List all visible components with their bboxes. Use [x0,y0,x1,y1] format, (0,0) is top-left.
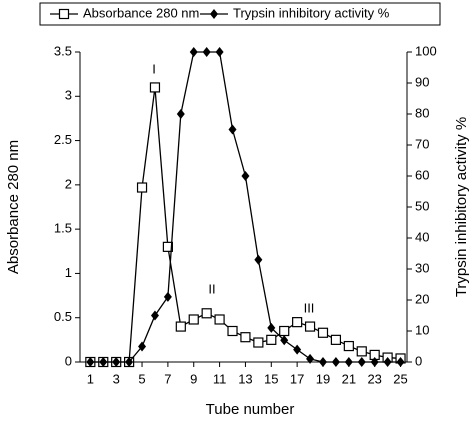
y2-tick-label: 80 [415,105,429,120]
y2-tick-label: 40 [415,229,429,244]
data-point [383,357,392,367]
data-point [344,357,353,367]
annotation: II [208,281,215,296]
data-point [293,344,302,355]
y-tick-label: 1 [65,265,72,280]
y2-tick-label: 90 [415,74,429,89]
x-tick-label: 3 [113,371,120,386]
x-tick-label: 13 [238,371,252,386]
data-point [189,47,198,57]
data-point [317,327,329,338]
y-tick-label: 0.5 [54,309,72,324]
x-tick-label: 11 [213,371,227,386]
y-tick-label: 3.5 [54,43,72,58]
x-tick-label: 5 [138,371,145,386]
y2-tick-label: 50 [415,198,429,213]
data-point [175,321,186,332]
data-point [112,357,121,367]
data-point [99,357,108,367]
annotation: I [152,61,156,76]
series-line [90,51,401,363]
x-tick-label: 19 [316,371,330,386]
x-tick-label: 9 [190,371,197,386]
data-point [266,334,277,345]
data-point [202,47,211,57]
data-point [318,357,327,367]
data-point [280,335,289,346]
y-tick-label: 2.5 [54,132,72,147]
data-point [279,325,290,337]
legend-marker [58,8,70,20]
data-point [214,314,225,325]
x-axis-label: Tube number [206,401,295,418]
data-point [227,325,238,337]
data-point [125,357,134,367]
data-point [254,254,263,265]
y-tick-label: 0 [65,353,72,368]
data-point [176,109,185,119]
y-tick-label: 2 [65,176,72,191]
legend-marker [210,9,218,19]
y-axis-label: Absorbance 280 nm [5,140,22,274]
data-point [163,291,172,302]
x-tick-label: 7 [164,371,171,386]
y-tick-label: 1.5 [54,221,72,236]
data-point [253,337,264,348]
y2-axis-label: Trypsin inhibitory activity % [453,117,470,297]
data-point [149,82,161,93]
y2-tick-label: 70 [415,136,429,151]
x-tick-label: 1 [87,371,94,386]
data-point [215,47,224,57]
x-tick-label: 15 [264,371,278,386]
data-point [86,357,95,367]
legend-label: Trypsin inhibitory activity % [233,5,390,20]
x-tick-label: 17 [290,371,304,386]
data-point [357,357,366,367]
data-point [201,308,212,319]
data-point [138,341,147,352]
data-point [292,317,303,328]
data-point [267,322,276,333]
y-tick-label: 3 [65,88,72,103]
y2-tick-label: 100 [415,43,437,58]
legend-label: Absorbance 280 nm [83,5,199,20]
y2-tick-label: 10 [415,322,429,337]
data-point [331,357,340,367]
y2-tick-label: 60 [415,167,429,182]
data-point [240,332,251,343]
legend-box [39,2,441,26]
x-tick-label: 23 [367,371,381,386]
data-point [136,182,148,193]
data-point [343,340,354,352]
data-point [241,171,250,181]
data-point [150,310,159,321]
y2-tick-label: 30 [415,260,429,275]
y2-tick-label: 0 [415,353,422,368]
data-point [304,321,316,332]
data-point [330,334,342,345]
y2-tick-label: 20 [415,291,429,306]
data-point [188,314,199,325]
annotation: III [304,300,315,315]
data-point [356,346,367,357]
data-point [396,357,405,367]
data-point [370,357,379,367]
data-point [306,353,315,364]
x-tick-label: 21 [342,371,356,386]
data-point [162,241,173,252]
series-line [90,87,401,363]
data-point [228,124,237,135]
x-tick-label: 25 [393,371,407,386]
